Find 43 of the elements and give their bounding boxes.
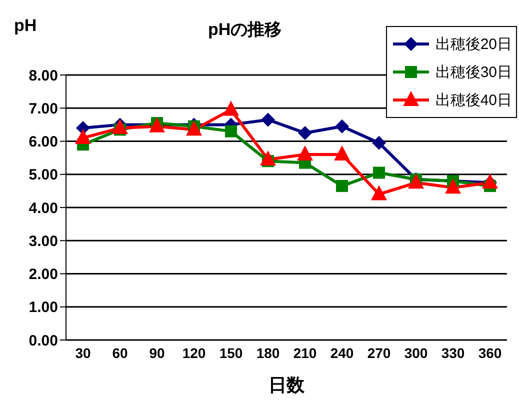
x-tick-label: 60 <box>112 344 128 361</box>
x-tick-label: 150 <box>219 344 243 361</box>
y-tick-label: 3.00 <box>28 232 58 250</box>
point <box>336 180 348 192</box>
point <box>223 100 239 116</box>
y-tick-label: 2.00 <box>28 266 58 284</box>
legend-label: 出穂後30日 <box>435 62 512 82</box>
x-tick-label: 240 <box>330 344 354 361</box>
legend-label: 出穂後40日 <box>435 90 512 110</box>
x-tick-label: 210 <box>293 344 317 361</box>
point <box>408 174 424 189</box>
y-tick-label: 8.00 <box>28 67 58 84</box>
point <box>298 126 312 140</box>
y-tick-label: 0.00 <box>28 332 58 350</box>
x-tick-label: 330 <box>441 344 465 361</box>
point <box>225 125 237 138</box>
point <box>373 166 385 179</box>
x-axis-title: 日数 <box>268 375 306 395</box>
x-tick-label: 30 <box>75 344 91 361</box>
x-tick-label: 90 <box>149 344 165 361</box>
y-axis-title: pH <box>14 16 37 36</box>
y-tick-label: 7.00 <box>28 100 58 118</box>
x-tick-label: 270 <box>367 344 391 361</box>
y-tick-label: 4.00 <box>28 200 58 217</box>
point <box>334 146 350 160</box>
x-tick-label: 300 <box>404 344 428 361</box>
y-tick-label: 1.00 <box>28 299 58 316</box>
x-tick-label: 180 <box>256 344 280 361</box>
point <box>261 112 275 127</box>
point <box>297 146 313 160</box>
x-tick-label: 120 <box>182 344 206 361</box>
point <box>372 136 386 150</box>
point <box>260 150 276 166</box>
point <box>186 120 202 136</box>
x-tick-label: 360 <box>478 344 502 361</box>
point <box>445 178 461 194</box>
point <box>335 119 349 134</box>
y-tick-label: 6.00 <box>28 134 58 151</box>
point <box>75 128 91 144</box>
point <box>371 185 387 200</box>
y-tick-label: 5.00 <box>28 166 58 184</box>
legend-label: 出穂後20日 <box>435 34 512 54</box>
chart-title: pHの推移 <box>208 19 282 41</box>
